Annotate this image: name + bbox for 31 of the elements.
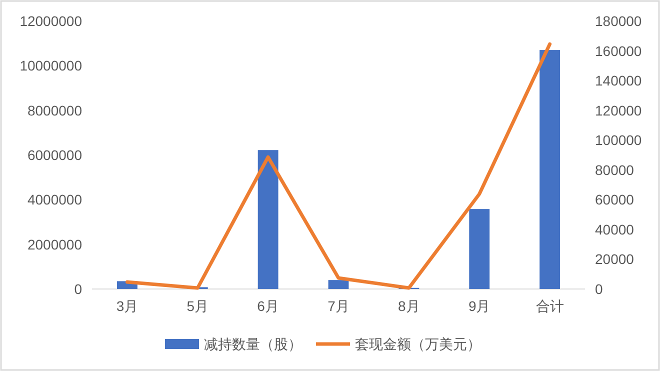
y2-tick-label: 120000 <box>595 102 642 118</box>
x-tick-label: 6月 <box>257 298 279 314</box>
y2-tick-label: 40000 <box>595 221 634 238</box>
y2-tick-label: 80000 <box>595 162 634 178</box>
y-tick-label: 6000000 <box>27 147 82 163</box>
y2-tick-label: 140000 <box>595 72 642 89</box>
y2-tick-label: 60000 <box>595 192 634 208</box>
y2-tick-label: 100000 <box>595 132 642 148</box>
legend-label: 减持数量（股） <box>204 336 302 352</box>
y-tick-label: 8000000 <box>27 102 82 118</box>
y-tick-label: 0 <box>74 281 82 297</box>
bar <box>469 209 490 289</box>
x-tick-label: 8月 <box>398 298 420 314</box>
line-series <box>125 42 552 290</box>
x-tick-label: 9月 <box>468 298 490 314</box>
y2-tick-label: 180000 <box>595 13 642 29</box>
y2-tick-label: 160000 <box>595 42 642 59</box>
x-tick-label: 5月 <box>186 298 209 314</box>
y-tick-label: 10000000 <box>20 58 82 74</box>
x-tick-label: 7月 <box>328 298 350 314</box>
x-tick-label: 合计 <box>536 298 564 314</box>
y-tick-label: 4000000 <box>27 192 82 208</box>
x-tick-label: 3月 <box>116 298 138 314</box>
bar <box>258 150 278 289</box>
y-tick-label: 12000000 <box>20 13 82 29</box>
y-tick-label: 2000000 <box>27 236 82 252</box>
legend-label: 套现金额（万美元） <box>355 336 481 352</box>
y2-tick-label: 0 <box>595 281 603 297</box>
bar <box>540 50 560 289</box>
y2-tick-label: 20000 <box>595 251 634 268</box>
bar <box>328 280 349 289</box>
